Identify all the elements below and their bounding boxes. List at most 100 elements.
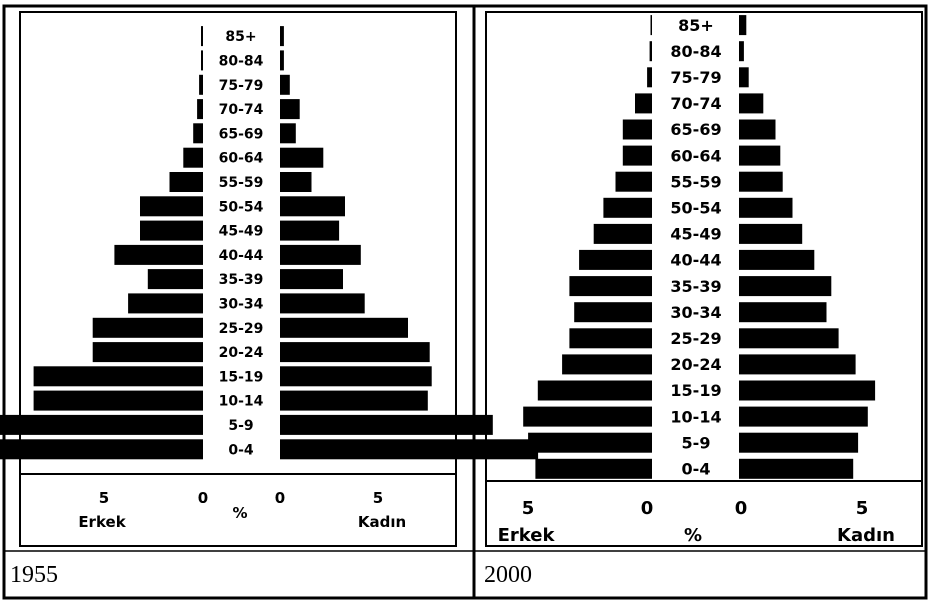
age-label-2000-5-9: 5-9 — [682, 433, 711, 452]
age-label-2000-75-79: 75-79 — [670, 68, 721, 87]
bar-2000-kadin-10-14 — [739, 406, 868, 427]
caption-2000: 2000 — [484, 562, 532, 588]
bar-1955-erkek-0-4 — [0, 439, 204, 460]
age-label-2000-35-39: 35-39 — [670, 277, 721, 296]
pyramid-2000: 85+ 80-84 75-79 70-74 65-69 60-64 55-59 50-54 45… — [485, 11, 923, 547]
bar-2000-erkek-5-9 — [528, 432, 652, 453]
age-label-2000-65-69: 65-69 — [670, 120, 721, 139]
bar-1955-kadin-0-4 — [280, 439, 539, 460]
bar-1955-erkek-85+ — [201, 26, 203, 47]
bar-1955-erkek-10-14 — [33, 390, 203, 411]
xtick-left-0-1955: 0 — [198, 489, 208, 507]
pyramid-1955: 85+ 80-84 75-79 70-74 65-69 60-64 55-59 50-54 45… — [0, 11, 539, 547]
bar-1955-kadin-10-14 — [280, 390, 428, 411]
bar-2000-erkek-80-84 — [649, 41, 652, 62]
age-label-1955-10-14: 10-14 — [219, 394, 264, 410]
bar-2000-erkek-60-64 — [622, 145, 652, 166]
bar-1955-erkek-30-34 — [128, 293, 203, 314]
panel-2000-border — [485, 11, 923, 547]
age-label-2000-15-19: 15-19 — [670, 381, 721, 400]
xtick-right-5-2000: 5 — [856, 498, 869, 519]
bar-2000-erkek-10-14 — [523, 406, 652, 427]
bar-1955-kadin-70-74 — [280, 99, 300, 120]
bar-2000-kadin-75-79 — [739, 67, 749, 88]
bar-1955-kadin-55-59 — [280, 172, 312, 192]
bar-2000-kadin-5-9 — [739, 432, 859, 453]
xlabel-percent-2000: % — [684, 525, 702, 546]
bar-1955-erkek-65-69 — [193, 123, 203, 144]
caption-1955: 1955 — [10, 562, 58, 588]
age-label-2000-55-59: 55-59 — [670, 172, 721, 191]
panel-1955-border — [19, 11, 457, 547]
bar-1955-kadin-45-49 — [280, 220, 340, 241]
age-label-1955-5-9: 5-9 — [228, 418, 253, 434]
xlabel-erkek-1955: Erkek — [78, 513, 126, 531]
age-label-2000-70-74: 70-74 — [670, 94, 721, 113]
age-label-2000-80-84: 80-84 — [670, 42, 721, 61]
xlabel-erkek-2000: Erkek — [498, 525, 556, 546]
bar-1955-kadin-50-54 — [280, 196, 345, 217]
bar-2000-erkek-15-19 — [537, 380, 652, 401]
xlabel-kadin-2000: Kadın — [837, 525, 895, 546]
age-label-1955-40-44: 40-44 — [219, 248, 264, 264]
age-label-2000-25-29: 25-29 — [670, 329, 721, 348]
bar-2000-kadin-80-84 — [739, 41, 744, 62]
bar-1955-erkek-20-24 — [92, 342, 203, 363]
bar-2000-erkek-20-24 — [562, 354, 652, 375]
age-label-1955-70-74: 70-74 — [219, 102, 264, 118]
age-label-2000-20-24: 20-24 — [670, 355, 721, 374]
age-label-2000-85+: 85+ — [678, 16, 714, 35]
bar-1955-erkek-45-49 — [140, 220, 203, 241]
xtick-right-5-1955: 5 — [373, 489, 383, 507]
bar-2000-kadin-30-34 — [739, 302, 827, 323]
xlabel-percent-1955: % — [232, 504, 247, 522]
bar-1955-erkek-60-64 — [183, 147, 203, 168]
bar-2000-kadin-15-19 — [739, 380, 876, 401]
age-label-2000-10-14: 10-14 — [670, 407, 721, 426]
bar-2000-kadin-55-59 — [739, 171, 783, 192]
bar-2000-kadin-25-29 — [739, 328, 839, 349]
bar-2000-erkek-0-4 — [535, 458, 652, 479]
age-label-2000-30-34: 30-34 — [670, 303, 721, 322]
bar-1955-kadin-40-44 — [280, 244, 361, 265]
age-label-1955-15-19: 15-19 — [219, 369, 264, 385]
age-label-1955-80-84: 80-84 — [219, 54, 264, 70]
age-label-1955-60-64: 60-64 — [219, 151, 264, 167]
bar-1955-erkek-75-79 — [199, 74, 203, 95]
bar-2000-kadin-50-54 — [739, 197, 793, 218]
bar-2000-erkek-45-49 — [593, 223, 652, 244]
xtick-left-5-1955: 5 — [99, 489, 109, 507]
bar-1955-kadin-15-19 — [280, 366, 432, 387]
age-label-1955-75-79: 75-79 — [219, 78, 264, 94]
age-label-2000-40-44: 40-44 — [670, 251, 721, 270]
bar-1955-kadin-65-69 — [280, 123, 296, 144]
age-label-1955-85+: 85+ — [225, 29, 256, 45]
bar-2000-kadin-20-24 — [739, 354, 856, 375]
bar-2000-kadin-40-44 — [739, 249, 815, 270]
bar-2000-erkek-25-29 — [569, 328, 652, 349]
bar-2000-erkek-75-79 — [647, 67, 652, 88]
bar-1955-kadin-5-9 — [280, 414, 493, 435]
bar-1955-kadin-35-39 — [280, 269, 343, 290]
age-label-1955-0-4: 0-4 — [228, 442, 254, 458]
bar-1955-kadin-75-79 — [280, 74, 290, 95]
bar-2000-kadin-85+ — [739, 15, 747, 36]
age-label-1955-65-69: 65-69 — [219, 126, 264, 142]
outer-border — [2, 4, 928, 600]
bar-1955-erkek-80-84 — [201, 50, 203, 71]
age-label-2000-0-4: 0-4 — [682, 460, 711, 479]
bar-1955-erkek-5-9 — [0, 414, 203, 435]
bar-2000-erkek-55-59 — [615, 171, 652, 192]
bar-2000-erkek-65-69 — [622, 119, 652, 140]
xtick-left-0-2000: 0 — [641, 498, 654, 519]
bar-1955-kadin-85+ — [280, 26, 284, 47]
bar-2000-kadin-70-74 — [739, 93, 764, 114]
bar-2000-erkek-35-39 — [569, 276, 652, 297]
bar-2000-kadin-0-4 — [739, 458, 854, 479]
xlabel-kadin-1955: Kadın — [358, 513, 406, 531]
bar-2000-erkek-85+ — [650, 15, 652, 36]
bar-1955-erkek-25-29 — [92, 317, 203, 338]
age-label-2000-45-49: 45-49 — [670, 225, 721, 244]
bar-1955-erkek-35-39 — [147, 269, 203, 290]
